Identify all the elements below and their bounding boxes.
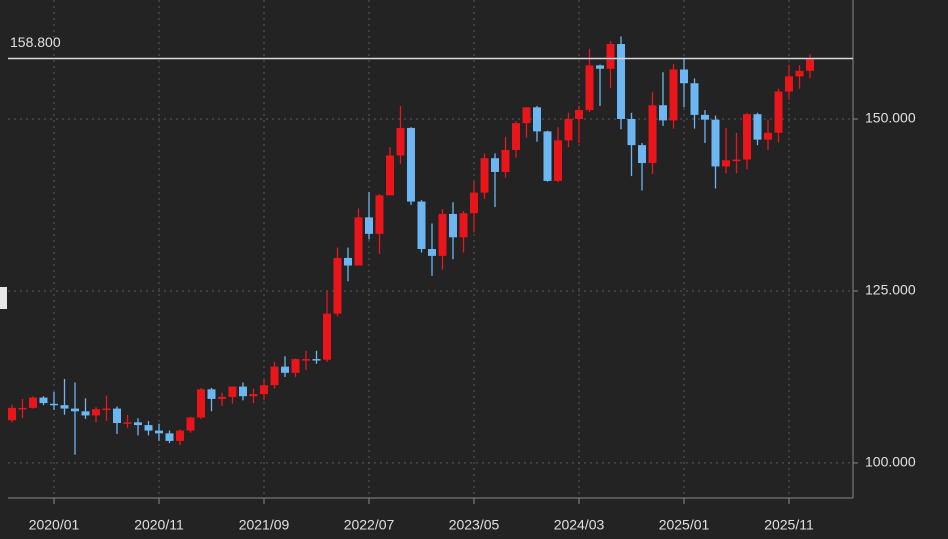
candle-body [480,158,489,193]
candle-body [155,430,163,434]
candle-body [218,396,226,399]
candle-body [291,359,300,373]
candle-body [491,158,499,172]
y-tick-label: 125.000 [865,282,916,298]
candle-body [396,127,405,156]
candle-body [701,114,709,120]
x-tick-label: 2021/09 [239,517,290,533]
x-tick-label: 2025/11 [764,517,814,533]
x-tick-label: 2022/07 [344,517,395,533]
y-tick-label: 100.000 [865,454,916,470]
candle-body [785,76,793,92]
candle-body [365,217,373,234]
candle-body [228,386,237,397]
candle-body [323,313,331,360]
candle-body [459,213,468,238]
x-tick-label: 2024/03 [554,517,605,533]
candle-body [197,389,205,418]
candle-body [207,389,216,399]
side-handle[interactable] [0,287,7,309]
candle-body [71,408,79,412]
candle-body [585,65,594,111]
candle-body [417,201,426,249]
candle-body [123,422,132,424]
candle-body [564,118,573,141]
candle-body [102,408,111,411]
candle-body [617,44,625,119]
candle-body [249,394,258,397]
candle-body [354,217,363,266]
candle-body [260,385,268,395]
last-price-label: 158.800 [10,34,61,50]
candle-body [438,213,447,256]
candle-body [669,69,678,121]
candle-body [596,65,604,69]
candle-body [134,422,142,426]
x-tick-label: 2020/01 [29,517,80,533]
candle-body [627,118,636,146]
candle-body [722,160,730,167]
candle-body [92,409,100,416]
candle-body [60,405,69,409]
candle-body [312,359,321,361]
candle-body [29,397,37,408]
candle-body [512,123,520,150]
candle-body [239,386,247,397]
candle-body [659,105,667,121]
candle-body [144,425,153,431]
x-tick-label: 2023/05 [449,517,500,533]
candle-body [113,408,121,424]
candle-body [449,213,457,238]
candle-body [428,249,436,256]
candle-body [50,403,58,406]
candle-body [743,114,751,160]
candle-body [575,110,583,119]
candle-body [606,44,615,69]
candle-body [732,159,741,162]
candle-body [39,397,48,404]
candle-body [806,58,814,71]
candle-body [795,70,804,77]
candle-body [386,155,394,196]
candle-body [543,131,552,181]
candle-body [281,366,289,373]
candle-body [638,145,646,164]
candle-body [522,107,531,124]
candle-body [470,192,478,214]
candle-body [344,257,352,266]
candle-body [186,417,195,431]
candle-body [680,69,688,84]
x-tick-label: 2025/01 [659,517,710,533]
candle-body [501,149,510,172]
candle-body [18,407,27,410]
candle-body [8,407,16,421]
candle-body [176,430,184,441]
candle-body [407,127,415,202]
candle-body [648,105,657,164]
y-tick-label: 150.000 [865,110,916,126]
candle-body [165,433,174,441]
candle-body [81,411,90,416]
candle-body [753,114,762,140]
candle-body [764,132,772,140]
candle-body [270,366,279,386]
candle-body [554,140,562,181]
candle-body [333,257,342,314]
candle-body [533,107,541,132]
candle-body [690,83,699,115]
candle-body [375,195,384,234]
candle-body [711,119,720,167]
candle-body [774,91,783,133]
candle-body [302,359,310,361]
x-tick-label: 2020/11 [134,517,184,533]
